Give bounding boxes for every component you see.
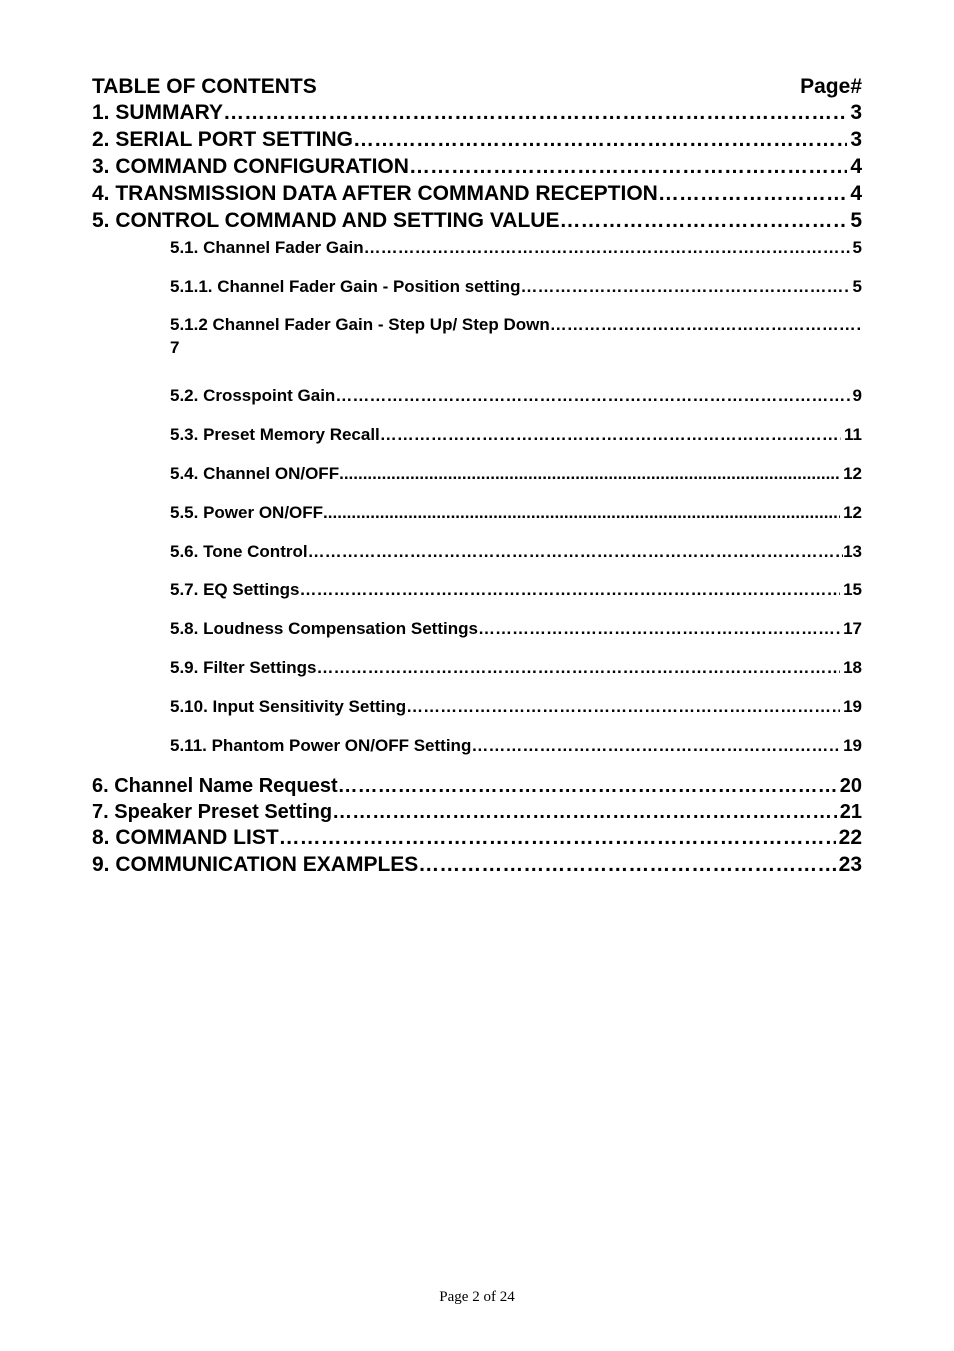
toc-entry: 5.1.2 Channel Fader Gain - Step Up/ Step… — [92, 314, 862, 360]
toc-dots — [478, 615, 840, 644]
toc-body: 1. SUMMARY 32. SERIAL PORT SETTING 33. C… — [92, 100, 862, 879]
toc-dots — [364, 234, 850, 263]
toc-dots — [658, 181, 847, 208]
page-footer: Page 2 of 24 — [0, 1289, 954, 1306]
toc-dots — [550, 314, 862, 337]
toc-dots — [353, 127, 847, 154]
toc-entry-label: 4. TRANSMISSION DATA AFTER COMMAND RECEP… — [92, 181, 658, 208]
toc-entry-label: 1. SUMMARY — [92, 100, 223, 127]
toc-dots — [559, 208, 847, 235]
toc-entry: 2. SERIAL PORT SETTING 3 — [92, 127, 862, 154]
toc-entry-label: 5.8. Loudness Compensation Settings — [170, 615, 478, 644]
toc-dots — [335, 382, 849, 411]
page: TABLE OF CONTENTS Page# 1. SUMMARY 32. S… — [0, 0, 954, 1351]
toc-entry-page: 22 — [836, 825, 862, 852]
toc-dots — [308, 538, 844, 567]
toc-entry-label: 6. Channel Name Request — [92, 773, 338, 799]
toc-entry: 5.1. Channel Fader Gain 5 — [92, 234, 862, 263]
toc-dots — [299, 576, 840, 605]
toc-entry-label: 8. COMMAND LIST — [92, 825, 279, 852]
toc-entry-page: 17 — [840, 615, 862, 644]
toc-entry-page: 19 — [840, 693, 862, 722]
toc-dots — [520, 273, 849, 302]
toc-dots — [339, 460, 840, 489]
toc-entry-page: 4 — [847, 154, 862, 181]
toc-entry-label: 5.1.2 Channel Fader Gain - Step Up/ Step… — [170, 314, 550, 337]
toc-entry-page: 20 — [837, 773, 862, 799]
toc-entry-page: 13 — [843, 538, 862, 567]
toc-entry: 5.4. Channel ON/OFF 12 — [92, 460, 862, 489]
toc-entry-page: 21 — [837, 799, 862, 825]
toc-entry-page: 3 — [847, 127, 862, 154]
toc-entry: 5. CONTROL COMMAND AND SETTING VALUE 5 — [92, 208, 862, 235]
toc-title: TABLE OF CONTENTS — [92, 75, 317, 99]
toc-dots — [323, 499, 840, 528]
toc-entry-page: 19 — [840, 732, 862, 761]
toc-entry: 5.7. EQ Settings 15 — [92, 576, 862, 605]
toc-page-label: Page# — [800, 75, 862, 99]
toc-entry-label: 9. COMMUNICATION EXAMPLES — [92, 852, 418, 879]
toc-dots — [223, 100, 847, 127]
toc-entry-page: 5 — [850, 273, 862, 302]
toc-entry-page: 7 — [170, 337, 862, 360]
toc-dots — [338, 773, 837, 799]
toc-entry-label: 5.11. Phantom Power ON/OFF Setting — [170, 732, 471, 761]
toc-entry: 5.2. Crosspoint Gain 9 — [92, 382, 862, 411]
toc-entry-page: 5 — [850, 234, 862, 263]
toc-entry-label: 5.1.1. Channel Fader Gain - Position set… — [170, 273, 520, 302]
toc-dots — [406, 693, 840, 722]
toc-entry-label: 5. CONTROL COMMAND AND SETTING VALUE — [92, 208, 559, 235]
toc-entry-page: 9 — [850, 382, 862, 411]
toc-entry: 9. COMMUNICATION EXAMPLES 23 — [92, 852, 862, 879]
toc-entry: 3. COMMAND CONFIGURATION 4 — [92, 154, 862, 181]
toc-entry-label: 5.9. Filter Settings — [170, 654, 316, 683]
toc-entry-page: 5 — [847, 208, 862, 235]
toc-entry-label: 5.6. Tone Control — [170, 538, 308, 567]
toc-entry-page: 12 — [840, 499, 862, 528]
toc-entry-page: 12 — [840, 460, 862, 489]
toc-entry: 4. TRANSMISSION DATA AFTER COMMAND RECEP… — [92, 181, 862, 208]
toc-dots — [380, 421, 841, 450]
toc-entry-label: 7. Speaker Preset Setting — [92, 799, 332, 825]
toc-entry: 8. COMMAND LIST 22 — [92, 825, 862, 852]
toc-entry-label: 3. COMMAND CONFIGURATION — [92, 154, 409, 181]
toc-entry-label: 5.10. Input Sensitivity Setting — [170, 693, 406, 722]
toc-entry: 5.1.1. Channel Fader Gain - Position set… — [92, 273, 862, 302]
toc-entry: 7. Speaker Preset Setting 21 — [92, 799, 862, 825]
toc-entry: 6. Channel Name Request 20 — [92, 773, 862, 799]
toc-entry-page: 18 — [840, 654, 862, 683]
toc-dots — [332, 799, 837, 825]
toc-entry-label: 5.4. Channel ON/OFF — [170, 460, 339, 489]
toc-entry: 5.5. Power ON/OFF 12 — [92, 499, 862, 528]
toc-entry-page: 4 — [847, 181, 862, 208]
toc-dots — [418, 852, 835, 879]
toc-entry-label: 5.2. Crosspoint Gain — [170, 382, 335, 411]
toc-entry-label: 5.7. EQ Settings — [170, 576, 299, 605]
toc-entry-label: 5.5. Power ON/OFF — [170, 499, 323, 528]
toc-dots — [409, 154, 847, 181]
toc-entry: 5.6. Tone Control 13 — [92, 538, 862, 567]
toc-dots — [316, 654, 840, 683]
toc-entry-label: 5.3. Preset Memory Recall — [170, 421, 380, 450]
toc-entry: 5.10. Input Sensitivity Setting 19 — [92, 693, 862, 722]
toc-entry: 5.3. Preset Memory Recall 11 — [92, 421, 862, 450]
toc-entry: 5.8. Loudness Compensation Settings 17 — [92, 615, 862, 644]
toc-entry-page: 23 — [836, 852, 862, 879]
toc-header: TABLE OF CONTENTS Page# — [92, 75, 862, 99]
toc-entry-label: 2. SERIAL PORT SETTING — [92, 127, 353, 154]
toc-entry-page: 3 — [847, 100, 862, 127]
toc-entry: 5.11. Phantom Power ON/OFF Setting 19 — [92, 732, 862, 761]
toc-entry-page: 11 — [841, 421, 862, 450]
toc-entry-page: 15 — [840, 576, 862, 605]
toc-entry: 5.9. Filter Settings 18 — [92, 654, 862, 683]
toc-entry: 1. SUMMARY 3 — [92, 100, 862, 127]
toc-dots — [471, 732, 840, 761]
toc-entry-label: 5.1. Channel Fader Gain — [170, 234, 364, 263]
toc-dots — [279, 825, 836, 852]
